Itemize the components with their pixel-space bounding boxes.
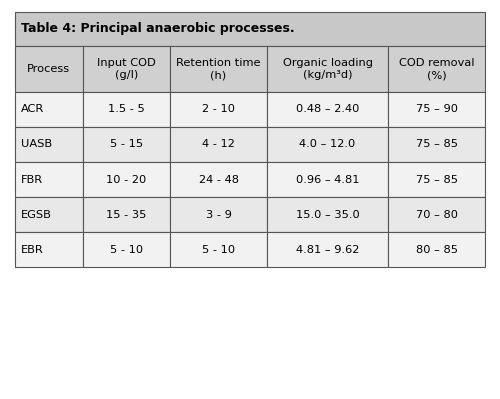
Bar [388, 92, 485, 127]
Bar [267, 46, 388, 92]
Bar [15, 232, 83, 267]
Text: EGSB: EGSB [21, 209, 52, 220]
Text: 70 – 80: 70 – 80 [416, 209, 458, 220]
Text: 24 - 48: 24 - 48 [198, 174, 238, 185]
Text: 15 - 35: 15 - 35 [106, 209, 146, 220]
Text: FBR: FBR [21, 174, 43, 185]
Text: UASB: UASB [21, 139, 52, 150]
Bar [170, 162, 267, 197]
Text: 10 - 20: 10 - 20 [106, 174, 146, 185]
Text: Table 4: Principal anaerobic processes.: Table 4: Principal anaerobic processes. [21, 22, 294, 36]
Bar [83, 162, 170, 197]
Text: 0.48 – 2.40: 0.48 – 2.40 [296, 104, 359, 115]
Bar [267, 127, 388, 162]
Bar [15, 92, 83, 127]
Bar [388, 127, 485, 162]
Bar [170, 127, 267, 162]
Text: 75 – 85: 75 – 85 [416, 174, 458, 185]
Bar [388, 232, 485, 267]
Text: 75 – 85: 75 – 85 [416, 139, 458, 150]
Bar [267, 232, 388, 267]
Bar [83, 46, 170, 92]
Bar [170, 197, 267, 232]
Text: Organic loading
(kg/m³d): Organic loading (kg/m³d) [282, 57, 372, 80]
Bar [170, 92, 267, 127]
Bar [267, 197, 388, 232]
Text: 2 - 10: 2 - 10 [202, 104, 235, 115]
Bar [388, 197, 485, 232]
Text: 75 – 90: 75 – 90 [416, 104, 458, 115]
Text: 5 - 15: 5 - 15 [110, 139, 143, 150]
Bar [15, 46, 83, 92]
Text: COD removal
(%): COD removal (%) [399, 57, 474, 80]
Bar [15, 162, 83, 197]
Bar [388, 162, 485, 197]
Text: 5 - 10: 5 - 10 [202, 245, 235, 255]
Bar [15, 197, 83, 232]
Text: 4.0 – 12.0: 4.0 – 12.0 [300, 139, 356, 150]
Text: 4 - 12: 4 - 12 [202, 139, 235, 150]
Bar [83, 197, 170, 232]
Text: 0.96 – 4.81: 0.96 – 4.81 [296, 174, 360, 185]
Bar [170, 46, 267, 92]
Bar [267, 162, 388, 197]
Text: EBR: EBR [21, 245, 44, 255]
Text: Retention time
(h): Retention time (h) [176, 57, 261, 80]
Text: 5 - 10: 5 - 10 [110, 245, 143, 255]
Text: 1.5 - 5: 1.5 - 5 [108, 104, 145, 115]
Text: 15.0 – 35.0: 15.0 – 35.0 [296, 209, 360, 220]
Bar [15, 12, 485, 46]
Text: 4.81 – 9.62: 4.81 – 9.62 [296, 245, 359, 255]
Text: 80 – 85: 80 – 85 [416, 245, 458, 255]
Bar [15, 127, 83, 162]
Text: Input COD
(g/l): Input COD (g/l) [97, 57, 156, 80]
Text: ACR: ACR [21, 104, 44, 115]
Bar [170, 232, 267, 267]
Bar [388, 46, 485, 92]
Bar [83, 127, 170, 162]
Bar [83, 92, 170, 127]
Text: Process: Process [28, 64, 70, 74]
Bar [83, 232, 170, 267]
Bar [267, 92, 388, 127]
Text: 3 - 9: 3 - 9 [206, 209, 232, 220]
